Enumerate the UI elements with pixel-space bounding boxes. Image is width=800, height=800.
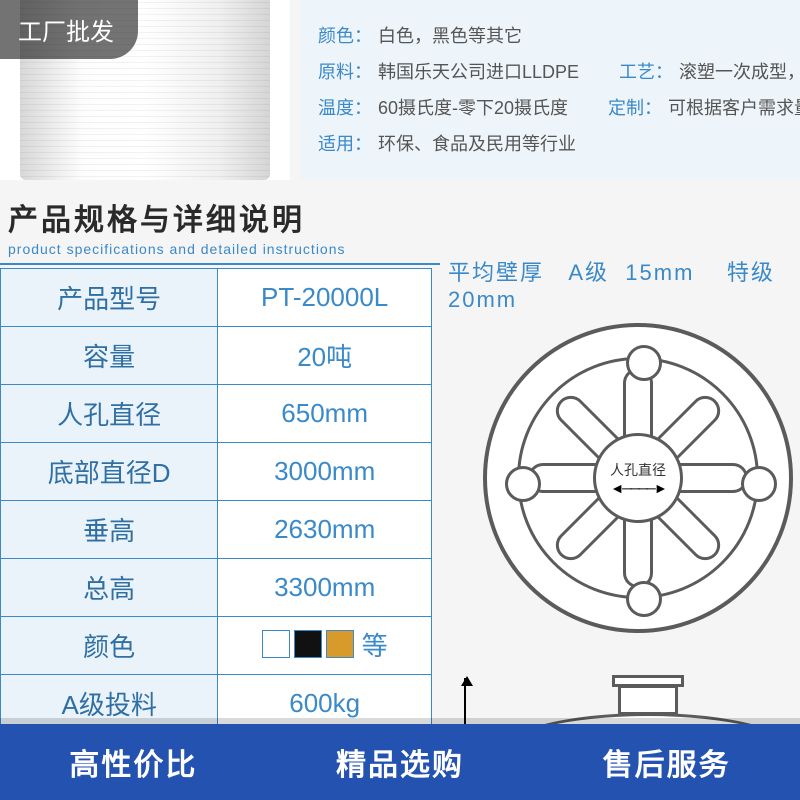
spec-value: 3000mm	[218, 443, 432, 501]
spec-title: 产品规格与详细说明	[0, 195, 440, 239]
attr-value: 60摄氏度-零下20摄氏度	[378, 98, 568, 118]
tank-top-view: 人孔直径 ◄────►	[483, 323, 793, 633]
attr-value: 可根据客户需求量身定制	[668, 98, 800, 118]
spec-value: 3300mm	[218, 559, 432, 617]
attr-pair: 原料： 韩国乐天公司进口LLDPE	[318, 58, 579, 84]
spec-label: 垂高	[1, 501, 218, 559]
bolt	[626, 581, 662, 617]
t-c: 15mm	[625, 260, 694, 285]
attr-pair: 定制： 可根据客户需求量身定制	[608, 94, 800, 120]
bolt	[626, 345, 662, 381]
spec-subtitle: product specifications and detailed inst…	[0, 239, 440, 265]
spec-value: PT-20000L	[218, 269, 432, 327]
attr-key: 颜色：	[318, 26, 372, 46]
t-e: 20mm	[448, 287, 517, 312]
color-swatch	[262, 630, 290, 658]
bolt	[741, 466, 777, 502]
attr-pair: 温度： 60摄氏度-零下20摄氏度	[318, 94, 568, 120]
factory-wholesale-badge: 工厂批发	[0, 0, 138, 59]
side-tank-cap	[618, 685, 678, 715]
t-d: 特级	[727, 260, 775, 285]
spec-label: 颜色	[1, 617, 218, 675]
attr-value: 滚塑一次成型，无缝无焊	[679, 62, 800, 82]
attr-value: 环保、食品及民用等行业	[378, 134, 576, 154]
bolt	[505, 466, 541, 502]
attr-row: 颜色： 白色，黑色等其它	[318, 22, 782, 48]
attr-key: 温度：	[318, 98, 372, 118]
manhole-hub: 人孔直径 ◄────►	[593, 433, 683, 523]
attr-pair: 颜色： 白色，黑色等其它	[318, 22, 522, 48]
table-row: 底部直径D3000mm	[1, 443, 432, 501]
attr-key: 原料：	[318, 62, 372, 82]
spec-value: 650mm	[218, 385, 432, 443]
table-row: 颜色 等	[1, 617, 432, 675]
footer-item: 售后服务	[603, 740, 731, 784]
footer-item: 高性价比	[69, 740, 197, 784]
manhole-arrow: ◄────►	[610, 480, 665, 496]
footer-bar: 高性价比 精品选购 售后服务	[0, 724, 800, 800]
manhole-label: 人孔直径	[610, 460, 666, 480]
spec-table: 产品型号PT-20000L容量20吨人孔直径650mm底部直径D3000mm垂高…	[0, 268, 432, 733]
attr-pair: 工艺： 滚塑一次成型，无缝无焊	[619, 58, 800, 84]
color-swatch	[326, 630, 354, 658]
spec-label: 产品型号	[1, 269, 218, 327]
color-swatch	[294, 630, 322, 658]
spec-heading: 产品规格与详细说明 product specifications and det…	[0, 195, 440, 265]
spec-label: 人孔直径	[1, 385, 218, 443]
diagram-panel: 平均壁厚 A级 15mm 特级 20mm 人孔直径 ◄────►	[448, 255, 800, 773]
attribute-panel: 颜色： 白色，黑色等其它原料： 韩国乐天公司进口LLDPE 工艺： 滚塑一次成型，无缝无…	[300, 0, 800, 180]
spec-value: 2630mm	[218, 501, 432, 559]
attr-row: 温度：60摄氏度-零下20摄氏度定制：可根据客户需求量身定制	[318, 94, 782, 120]
t-b: A级	[568, 260, 609, 285]
attr-value: 白色，黑色等其它	[378, 26, 522, 46]
color-suffix: 等	[362, 626, 388, 663]
attr-key: 适用：	[318, 134, 372, 154]
spec-value: 20吨	[218, 327, 432, 385]
spec-label: 总高	[1, 559, 218, 617]
table-row: 容量20吨	[1, 327, 432, 385]
color-swatches: 等	[262, 626, 388, 663]
spec-label: 容量	[1, 327, 218, 385]
spec-value: 等	[218, 617, 432, 675]
table-row: 产品型号PT-20000L	[1, 269, 432, 327]
attr-row: 原料：韩国乐天公司进口LLDPE工艺：滚塑一次成型，无缝无焊	[318, 58, 782, 84]
footer-item: 精品选购	[336, 740, 464, 784]
side-tank-lid	[612, 675, 684, 687]
attr-key: 定制：	[608, 98, 662, 118]
wall-thickness-title: 平均壁厚 A级 15mm 特级 20mm	[448, 255, 800, 313]
table-row: 人孔直径650mm	[1, 385, 432, 443]
attr-key: 工艺：	[619, 62, 673, 82]
spec-label: 底部直径D	[1, 443, 218, 501]
t-a: 平均壁厚	[448, 260, 544, 285]
table-row: 总高3300mm	[1, 559, 432, 617]
table-row: 垂高2630mm	[1, 501, 432, 559]
attr-pair: 适用： 环保、食品及民用等行业	[318, 130, 576, 156]
attr-row: 适用： 环保、食品及民用等行业	[318, 130, 782, 156]
attr-value: 韩国乐天公司进口LLDPE	[378, 62, 579, 82]
